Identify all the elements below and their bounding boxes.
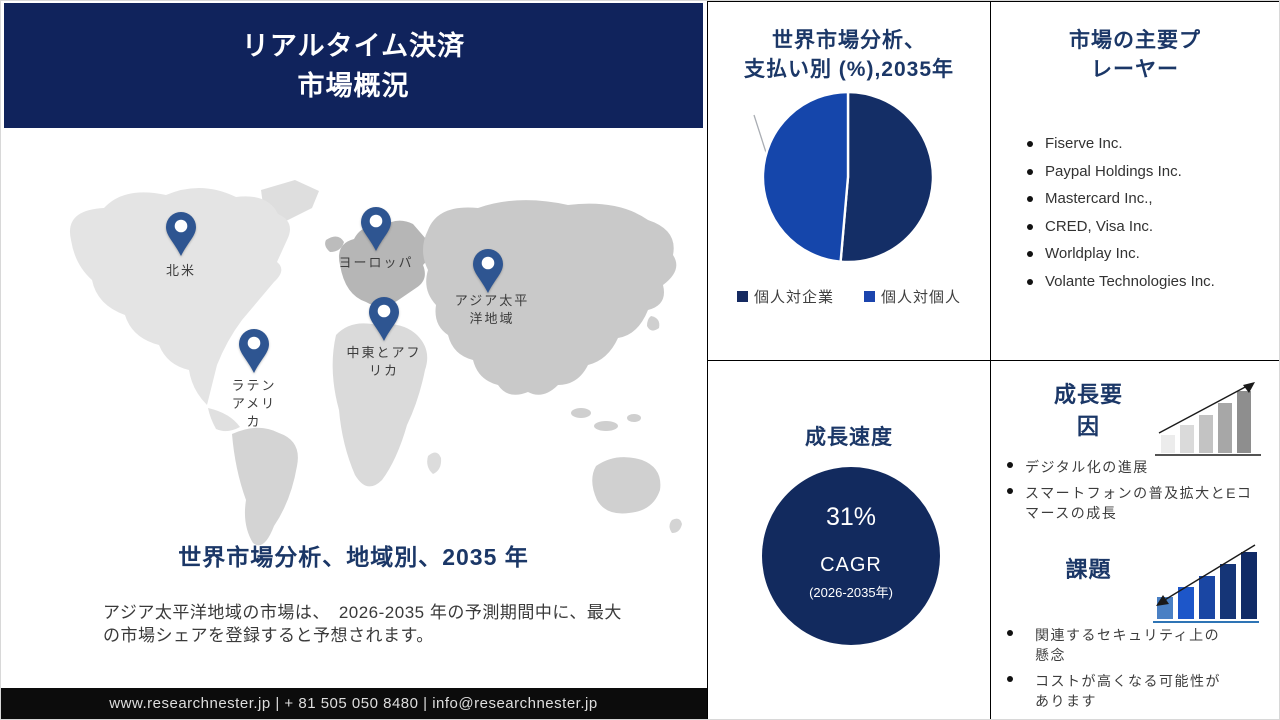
rising-bar-chart-arrow-down-icon (1153, 544, 1259, 623)
growth-drivers-title: 成長要 因 (1053, 382, 1123, 439)
map-pin-icon (369, 297, 399, 341)
legend-label-p2b: 個人対企業 (753, 289, 834, 306)
bullet-dot (1027, 168, 1033, 175)
map-pin-icon (361, 207, 391, 251)
main-title-line1: リアルタイム決済 (241, 30, 466, 61)
legend-swatch-p2b (736, 291, 748, 302)
map-pin-europe (359, 206, 393, 252)
map-body-text: アジア太平洋地域の市場は、 2026-2035 年の予測期間中に、最大 の市場シ… (103, 601, 663, 647)
key-players-list: Fiserve Inc. Paypal Holdings Inc. Master… (1027, 136, 1269, 301)
bullet-dot (1027, 196, 1033, 202)
region-label-latin-america: ラテン アメリ カ (231, 378, 277, 429)
bullet-dot (1027, 223, 1033, 230)
cagr-label: CAGR (820, 554, 882, 576)
bullet-dot (1027, 251, 1033, 257)
map-pin-latin-america (237, 328, 271, 374)
right-panel: 世界市場分析、 支払い別 (%),2035年 個人対企業 個人対個人 市場の主要プ… (707, 1, 1280, 720)
region-label-europe: ヨーロッパ (338, 255, 414, 270)
pie-slice-p2p (761, 90, 850, 263)
world-map (69, 180, 682, 546)
list-item: Mastercard Inc., (1027, 191, 1269, 207)
list-item: スマートフォンの普及拡大とEコマースの成長 (1007, 483, 1271, 523)
payment-split-pie-chart (753, 90, 935, 264)
cagr-period: (2026-2035年) (809, 585, 893, 600)
cagr-badge: 31% CAGR (2026-2035年) (762, 467, 940, 645)
pie-slice-p2b (839, 90, 935, 264)
list-item: CRED, Visa Inc. (1027, 218, 1269, 235)
pie-section-title: 世界市場分析、 支払い別 (%),2035年 (743, 29, 955, 81)
region-label-middle-east-africa: 中東とアフ リカ (346, 345, 422, 378)
growth-rate-title: 成長速度 (805, 426, 893, 449)
infographic-header: リアルタイム決済 市場概況 (4, 3, 703, 128)
map-pin-middle-east-africa (367, 296, 401, 342)
growth-rate-section: 成長速度 31% CAGR (2026-2035年) (708, 361, 991, 719)
cagr-value: 31% (825, 503, 877, 531)
main-title-line2: 市場概況 (297, 70, 410, 101)
key-players-title: 市場の主要プ レーヤー (1069, 29, 1201, 81)
list-item: Paypal Holdings Inc. (1027, 163, 1269, 180)
pie-legend: 個人対企業 個人対個人 (708, 286, 990, 307)
legend-item-p2p: 個人対個人 (864, 286, 961, 307)
list-item: Worldplay Inc. (1027, 246, 1269, 262)
drivers-challenges-section: 成長要 因 デジタル化の進展 スマートフォンの普及拡大とEコマースの成長 課題 (991, 361, 1279, 719)
legend-item-p2b: 個人対企業 (736, 286, 834, 307)
footer-contact-bar: www.researchnester.jp | + 81 505 050 848… (0, 688, 707, 720)
region-label-north-america: 北米 (165, 263, 197, 278)
list-item: 関連するセキュリティ上の懸念 (1007, 625, 1271, 665)
list-item: デジタル化の進展 (1007, 457, 1271, 477)
bullet-dot (1007, 488, 1013, 494)
legend-swatch-p2p (864, 291, 875, 302)
map-pin-north-america (164, 211, 198, 257)
growth-drivers-list: デジタル化の進展 スマートフォンの普及拡大とEコマースの成長 (1007, 457, 1271, 529)
challenges-list: 関連するセキュリティ上の懸念 コストが高くなる可能性があります (1007, 625, 1271, 717)
legend-label-p2p: 個人対個人 (881, 289, 962, 306)
list-item: コストが高くなる可能性があります (1007, 671, 1271, 711)
footer-text: www.researchnester.jp | + 81 505 050 848… (109, 695, 598, 712)
list-item: Volante Technologies Inc. (1027, 273, 1269, 290)
map-pin-icon (166, 212, 196, 256)
bullet-dot (1007, 462, 1013, 468)
list-item: Fiserve Inc. (1027, 136, 1269, 152)
pie-chart-section: 世界市場分析、 支払い別 (%),2035年 個人対企業 個人対個人 (708, 2, 991, 361)
challenges-title: 課題 (1065, 557, 1112, 582)
map-pin-icon (473, 249, 503, 293)
key-players-section: 市場の主要プ レーヤー Fiserve Inc. Paypal Holdings… (991, 2, 1279, 361)
map-body-line2: の市場シェアを登録すると予想されます。 (103, 626, 434, 645)
bullet-dot (1027, 141, 1033, 147)
map-pin-icon (239, 329, 269, 373)
map-body-line1: アジア太平洋地域の市場は、 2026-2035 年の予測期間中に、最大 (103, 603, 622, 622)
bullet-dot (1007, 676, 1013, 682)
map-pin-asia-pacific (471, 248, 505, 294)
left-panel: リアルタイム決済 市場概況 北米 (0, 3, 707, 720)
region-label-asia-pacific: アジア太平 洋地域 (454, 293, 530, 326)
bullet-dot (1007, 630, 1013, 636)
map-caption: 世界市場分析、地域別、2035 年 (178, 544, 529, 570)
bullet-dot (1027, 278, 1033, 285)
rising-bar-chart-arrow-up-icon (1155, 382, 1261, 456)
